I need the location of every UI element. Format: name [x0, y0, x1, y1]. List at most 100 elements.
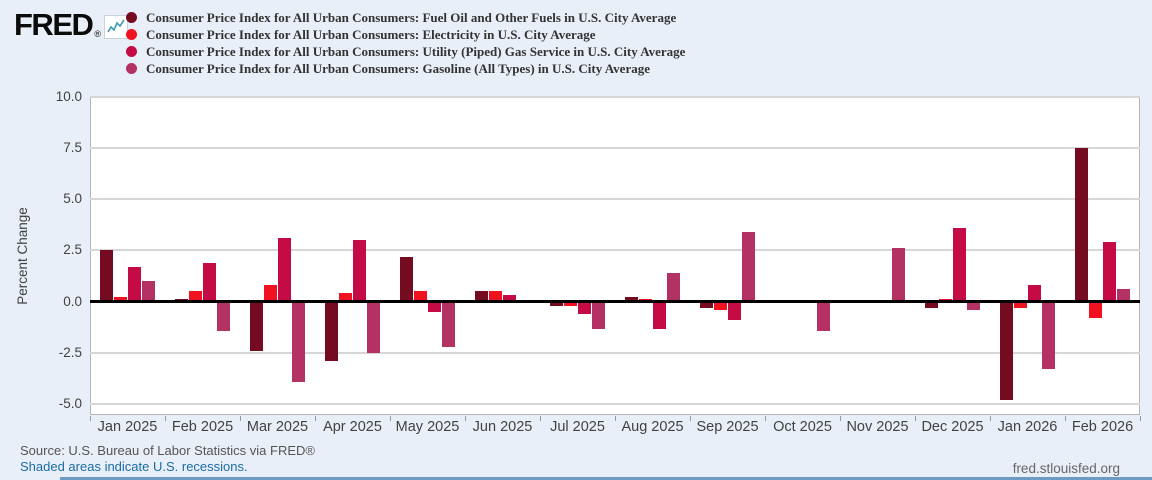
bar-utility-gas-sep-2025: [728, 302, 741, 320]
bar-electricity-jun-2025: [489, 291, 502, 301]
gridline-y--2.5: [90, 352, 1140, 354]
legend-dot-utility-gas: [126, 46, 137, 57]
bar-electricity-feb-2026: [1089, 302, 1102, 318]
bar-utility-gas-may-2025: [428, 302, 441, 312]
bar-electricity-jan-2025: [114, 297, 127, 301]
y-tick-5: 5.0: [63, 191, 82, 206]
legend-label-fuel-oil: Consumer Price Index for All Urban Consu…: [146, 9, 677, 25]
bar-utility-gas-jan-2025: [128, 267, 141, 302]
bar-fuel-oil-jun-2025: [475, 291, 488, 301]
registered-mark: ®: [94, 29, 102, 39]
bar-gasoline-sep-2025: [742, 232, 755, 302]
x-tick-mar-2025: Mar 2025: [246, 419, 309, 435]
y-axis-title: Percent Change: [15, 207, 30, 305]
recessions-link[interactable]: Shaded areas indicate U.S. recessions.: [20, 459, 248, 474]
y-tick-0: 0.0: [63, 294, 82, 309]
bar-gasoline-nov-2025: [892, 248, 905, 301]
x-tick-oct-2025: Oct 2025: [773, 419, 832, 435]
sparkline-icon: [104, 15, 129, 39]
bar-fuel-oil-jan-2025: [100, 250, 113, 301]
bar-gasoline-aug-2025: [667, 273, 680, 302]
bar-gasoline-jul-2025: [592, 302, 605, 329]
x-tick-mark-5: [465, 416, 466, 421]
bar-fuel-oil-sep-2025: [700, 302, 713, 308]
gridline-y--5: [90, 403, 1140, 405]
legend-label-gasoline: Consumer Price Index for All Urban Consu…: [146, 60, 650, 76]
bar-gasoline-apr-2025: [367, 302, 380, 353]
x-tick-mark-3: [315, 416, 316, 421]
x-tick-mark-7: [615, 416, 616, 421]
bar-utility-gas-jun-2025: [503, 295, 516, 301]
bar-electricity-jan-2026: [1014, 302, 1027, 308]
bar-gasoline-feb-2026: [1117, 289, 1130, 301]
bar-gasoline-jan-2026: [1042, 302, 1055, 369]
x-tick-jul-2025: Jul 2025: [550, 419, 605, 435]
y-tick--5: -5.0: [58, 396, 82, 411]
x-tick-may-2025: May 2025: [395, 419, 460, 435]
bar-gasoline-dec-2025: [967, 302, 980, 310]
bar-utility-gas-jul-2025: [578, 302, 591, 314]
gridline-y-2.5: [90, 249, 1140, 251]
x-tick-mark-12: [990, 416, 991, 421]
bar-fuel-oil-may-2025: [400, 257, 413, 302]
x-tick-jan-2026: Jan 2026: [997, 419, 1058, 435]
x-tick-feb-2026: Feb 2026: [1071, 419, 1134, 435]
x-tick-mark-10: [840, 416, 841, 421]
x-tick-nov-2025: Nov 2025: [846, 419, 909, 435]
legend-dot-electricity: [126, 29, 137, 40]
bar-fuel-oil-feb-2026: [1075, 148, 1088, 301]
legend-item-electricity: Consumer Price Index for All Urban Consu…: [126, 26, 685, 43]
fred-logo: FRED ®: [14, 7, 129, 42]
bar-fuel-oil-aug-2025: [625, 297, 638, 301]
x-tick-mark-6: [540, 416, 541, 421]
legend-dot-gasoline: [126, 63, 137, 74]
bar-fuel-oil-mar-2025: [250, 302, 263, 351]
x-tick-aug-2025: Aug 2025: [621, 419, 684, 435]
legend-item-fuel-oil: Consumer Price Index for All Urban Consu…: [126, 9, 685, 26]
x-tick-dec-2025: Dec 2025: [921, 419, 984, 435]
y-tick-10: 10.0: [55, 89, 82, 104]
x-tick-jun-2025: Jun 2025: [472, 419, 533, 435]
bottom-accent-strip: [60, 477, 1152, 480]
bar-fuel-oil-jul-2025: [550, 302, 563, 306]
y-tick--2.5: -2.5: [58, 345, 82, 360]
bar-electricity-apr-2025: [339, 293, 352, 301]
bar-fuel-oil-dec-2025: [925, 302, 938, 308]
x-tick-apr-2025: Apr 2025: [323, 419, 382, 435]
gridline-y-7.5: [90, 147, 1140, 149]
legend: Consumer Price Index for All Urban Consu…: [126, 9, 685, 77]
bar-gasoline-jan-2025: [142, 281, 155, 301]
x-tick-sep-2025: Sep 2025: [696, 419, 759, 435]
gridline-y-10: [90, 96, 1140, 98]
zero-line: [90, 300, 1140, 303]
x-tick-mark-14: [1140, 416, 1141, 421]
bar-gasoline-oct-2025: [817, 302, 830, 331]
bar-gasoline-feb-2025: [217, 302, 230, 331]
legend-label-utility-gas: Consumer Price Index for All Urban Consu…: [146, 43, 686, 59]
bar-electricity-may-2025: [414, 291, 427, 301]
x-tick-mark-4: [390, 416, 391, 421]
legend-dot-fuel-oil: [126, 12, 137, 23]
x-tick-mark-11: [915, 416, 916, 421]
bar-utility-gas-feb-2026: [1103, 242, 1116, 301]
x-tick-feb-2025: Feb 2025: [171, 419, 234, 435]
fred-logo-text: FRED: [14, 7, 94, 42]
bar-electricity-sep-2025: [714, 302, 727, 310]
x-tick-mark-13: [1065, 416, 1066, 421]
bar-utility-gas-dec-2025: [953, 228, 966, 302]
source-note: Source: U.S. Bureau of Labor Statistics …: [20, 443, 315, 458]
bar-electricity-jul-2025: [564, 302, 577, 306]
bar-gasoline-mar-2025: [292, 302, 305, 382]
y-tick-7.5: 7.5: [63, 140, 82, 155]
bar-fuel-oil-jan-2026: [1000, 302, 1013, 400]
bar-utility-gas-feb-2025: [203, 263, 216, 302]
gridline-y-5: [90, 198, 1140, 200]
x-tick-mark-8: [690, 416, 691, 421]
legend-item-gasoline: Consumer Price Index for All Urban Consu…: [126, 60, 685, 77]
chart-plot-area: [90, 97, 1140, 415]
x-tick-mark-0: [90, 416, 91, 421]
bar-electricity-mar-2025: [264, 285, 277, 301]
bar-utility-gas-aug-2025: [653, 302, 666, 329]
x-tick-jan-2025: Jan 2025: [97, 419, 158, 435]
